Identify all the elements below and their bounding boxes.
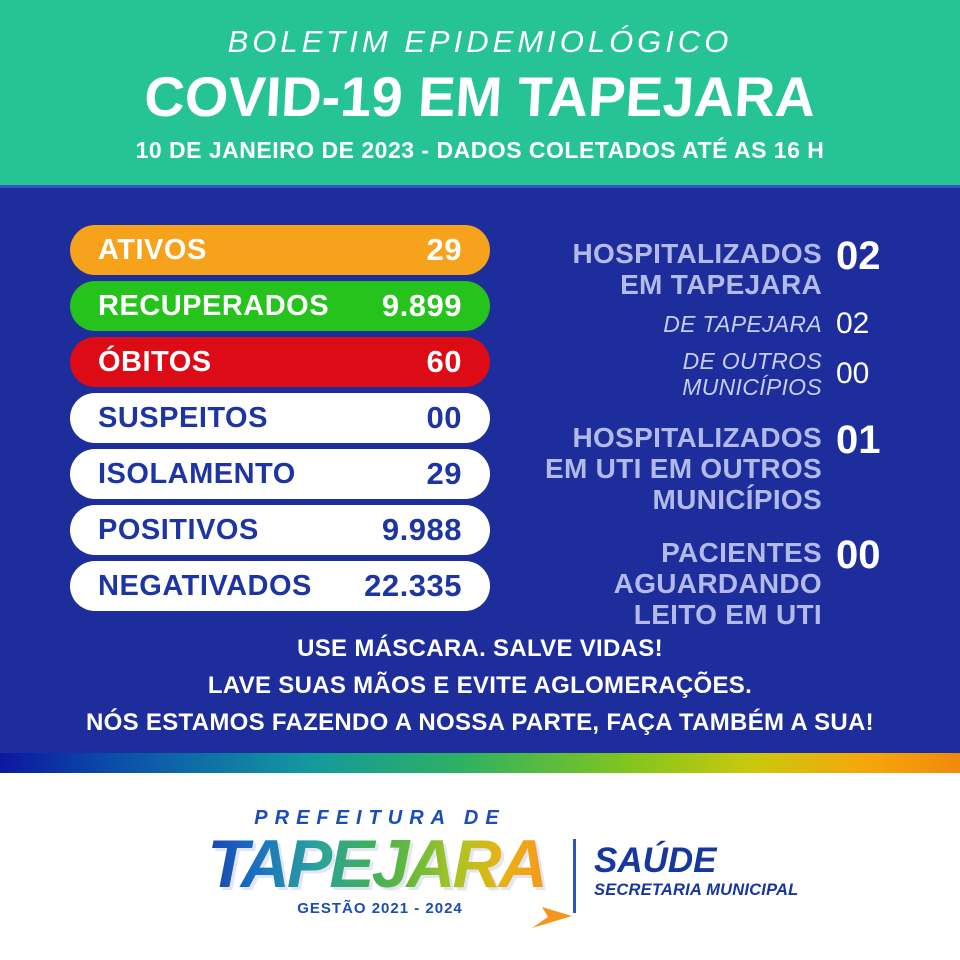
header-divider-line <box>0 185 960 188</box>
prefeitura-label: PREFEITURA DE <box>254 807 506 829</box>
message-line: NÓS ESTAMOS FAZENDO A NOSSA PARTE, FAÇA … <box>86 709 874 736</box>
hospitalizados-tapejara-row: HOSPITALIZADOS EM TAPEJARA 02 <box>540 234 900 300</box>
stat-value: 02 <box>836 234 881 278</box>
stat-pill-isolamento: ISOLAMENTO 29 <box>70 449 490 499</box>
stat-label: NEGATIVADOS <box>98 569 312 602</box>
city-logo-lockup: PREFEITURA DE TAPEJARA GESTÃO 2021 - 202… <box>180 807 580 928</box>
stat-value: 60 <box>426 344 462 379</box>
message-line: USE MÁSCARA. SALVE VIDAS! <box>297 635 663 662</box>
rainbow-stripe <box>0 753 960 773</box>
stat-label: HOSPITALIZADOS EM UTI EM OUTROS MUNICÍPI… <box>544 422 822 515</box>
department-subtitle: SECRETARIA MUNICIPAL <box>594 881 799 899</box>
stat-value: 00 <box>426 400 462 435</box>
stat-value: 00 <box>836 357 870 390</box>
stat-label: POSITIVOS <box>98 513 259 546</box>
stat-label: PACIENTES AGUARDANDO LEITO EM UTI <box>613 537 822 630</box>
stat-label: DE TAPEJARA <box>663 311 822 337</box>
header-banner: BOLETIM EPIDEMIOLÓGICO COVID-19 EM TAPEJ… <box>0 0 960 185</box>
stat-pill-list: ATIVOS 29 RECUPERADOS 9.899 ÓBITOS 60 SU… <box>70 225 490 617</box>
stat-pill-positivos: POSITIVOS 9.988 <box>70 505 490 555</box>
stat-pill-suspeitos: SUSPEITOS 00 <box>70 393 490 443</box>
stat-label: RECUPERADOS <box>98 289 330 322</box>
footer-divider-line <box>573 839 576 913</box>
health-department-logo: SAÚDE SECRETARIA MUNICIPAL <box>594 843 798 900</box>
stat-value: 9.899 <box>381 288 462 323</box>
de-tapejara-row: DE TAPEJARA 02 <box>540 307 900 340</box>
advisory-message: USE MÁSCARA. SALVE VIDAS! LAVE SUAS MÃOS… <box>0 630 960 741</box>
bulletin-kicker: BOLETIM EPIDEMIOLÓGICO <box>227 24 733 59</box>
stat-pill-negativados: NEGATIVADOS 22.335 <box>70 561 490 611</box>
stat-pill-ativos: ATIVOS 29 <box>70 225 490 275</box>
stat-label: DE OUTROS MUNICÍPIOS <box>682 348 822 400</box>
stat-value: 9.988 <box>381 512 462 547</box>
tapejara-wordmark: TAPEJARA <box>207 830 552 898</box>
stat-value: 29 <box>426 232 462 267</box>
stats-section: ATIVOS 29 RECUPERADOS 9.899 ÓBITOS 60 SU… <box>0 188 960 753</box>
stat-label: SUSPEITOS <box>98 401 268 434</box>
pacientes-aguardando-row: PACIENTES AGUARDANDO LEITO EM UTI 00 <box>540 533 900 630</box>
stat-label: ISOLAMENTO <box>98 457 296 490</box>
gestao-label: GESTÃO 2021 - 2024 <box>297 900 463 917</box>
de-outros-municipios-row: DE OUTROS MUNICÍPIOS 00 <box>540 348 900 400</box>
stat-value: 01 <box>836 418 881 462</box>
swoosh-icon <box>532 907 572 934</box>
hospitalizados-uti-row: HOSPITALIZADOS EM UTI EM OUTROS MUNICÍPI… <box>540 418 900 515</box>
date-line: 10 DE JANEIRO DE 2023 - DADOS COLETADOS … <box>135 137 825 163</box>
stat-value: 29 <box>426 456 462 491</box>
stat-pill-obitos: ÓBITOS 60 <box>70 337 490 387</box>
stat-label: ATIVOS <box>98 233 207 266</box>
page-title: COVID-19 EM TAPEJARA <box>142 65 818 128</box>
hospital-stats: HOSPITALIZADOS EM TAPEJARA 02 DE TAPEJAR… <box>540 234 900 630</box>
stat-pill-recuperados: RECUPERADOS 9.899 <box>70 281 490 331</box>
department-name: SAÚDE <box>594 841 717 880</box>
stat-value: 00 <box>836 533 881 577</box>
stat-value: 22.335 <box>364 568 462 603</box>
message-line: LAVE SUAS MÃOS E EVITE AGLOMERAÇÕES. <box>207 672 753 699</box>
footer: PREFEITURA DE TAPEJARA GESTÃO 2021 - 202… <box>0 773 960 960</box>
stat-label: ÓBITOS <box>98 345 212 378</box>
stat-label: HOSPITALIZADOS EM TAPEJARA <box>572 238 822 300</box>
stat-value: 02 <box>836 307 870 340</box>
